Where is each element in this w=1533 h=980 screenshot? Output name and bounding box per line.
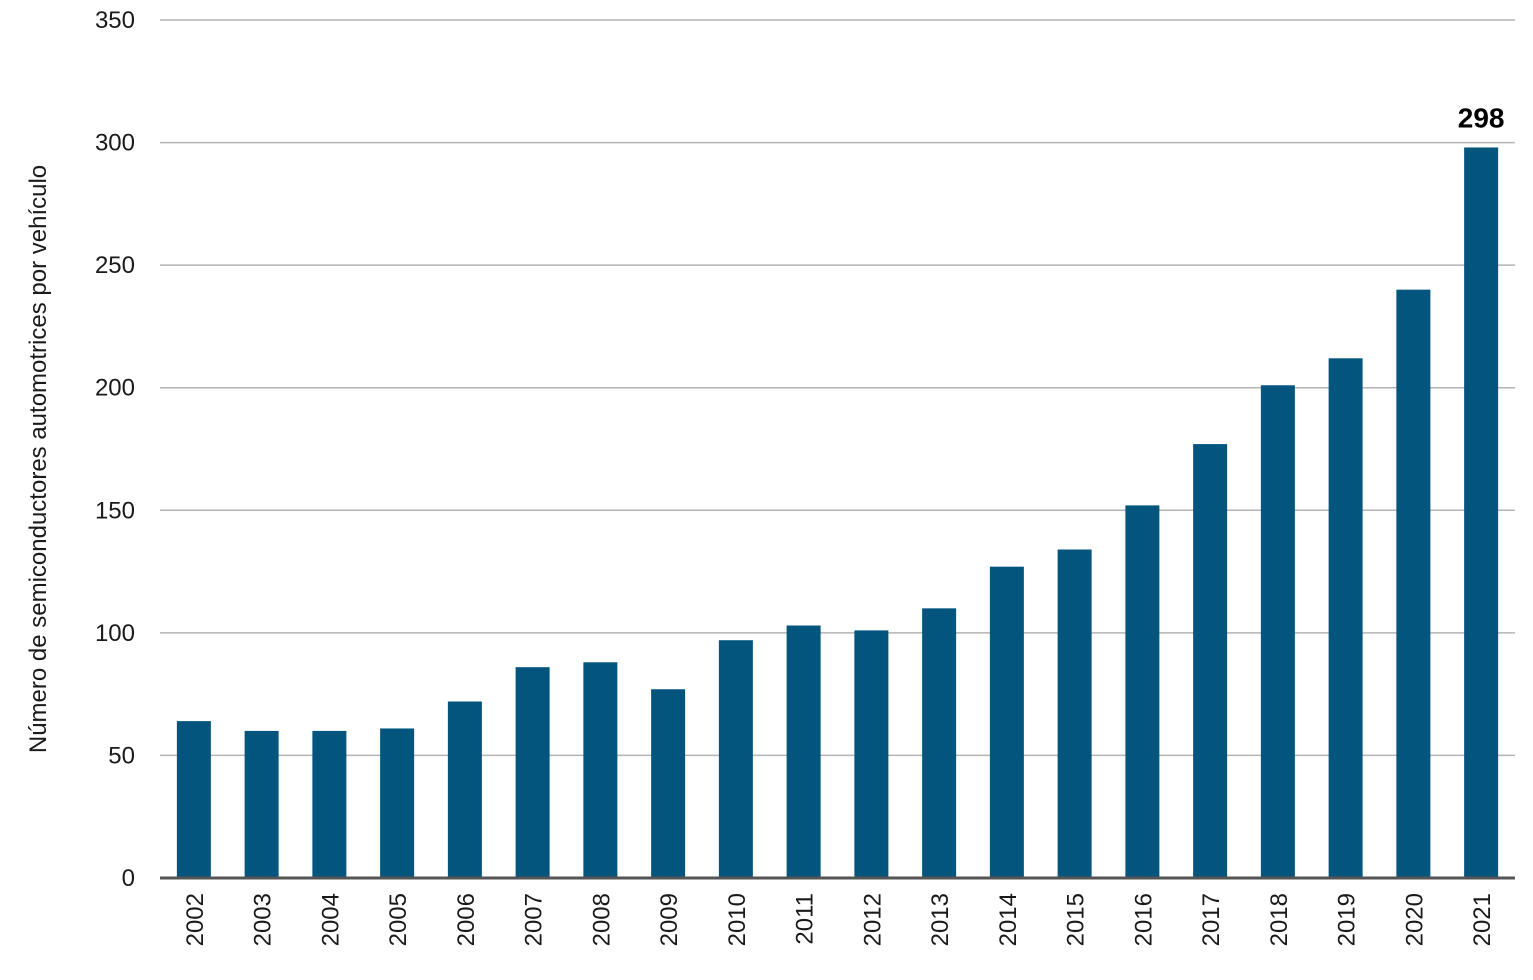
x-tick-label: 2014 [995, 893, 1022, 946]
x-tick-label: 2003 [250, 893, 277, 946]
y-tick-label: 300 [95, 130, 135, 157]
bar-2004 [312, 730, 347, 878]
bar-2011 [786, 625, 821, 878]
bars [176, 147, 1499, 879]
bar-2020 [1396, 289, 1431, 879]
bar-2019 [1328, 358, 1363, 879]
bar-2014 [989, 566, 1024, 878]
x-tick-label: 2015 [1063, 893, 1090, 946]
x-tick-label: 2010 [724, 893, 751, 946]
bar-2009 [651, 689, 686, 878]
x-tick-label: 2016 [1130, 893, 1157, 946]
y-tick-label: 0 [122, 865, 135, 892]
x-axis-ticks: 2002 2003 2004 2005 2006 2007 2008 2009 2010 2011… [182, 893, 1496, 946]
data-labels: 298 [1458, 102, 1505, 133]
bar-2021 [1464, 147, 1499, 878]
x-tick-label: 2013 [927, 893, 954, 946]
x-tick-label: 2021 [1469, 893, 1496, 946]
y-axis-ticks: 0 50 100 150 200 250 300 350 [95, 7, 135, 892]
x-tick-label: 2008 [588, 893, 615, 946]
bar-2002 [176, 721, 211, 878]
bar-2013 [922, 608, 957, 878]
gridlines [160, 19, 1515, 757]
x-tick-label: 2020 [1401, 893, 1428, 946]
bar-2017 [1193, 444, 1228, 878]
x-tick-label: 2005 [385, 893, 412, 946]
x-tick-label: 2011 [792, 893, 819, 945]
y-tick-label: 50 [108, 742, 135, 769]
x-tick-label: 2017 [1198, 893, 1225, 946]
x-tick-label: 2007 [521, 893, 548, 946]
x-tick-label: 2012 [859, 893, 886, 946]
bar-2003 [244, 730, 279, 878]
bar-2018 [1260, 385, 1295, 878]
x-tick-label: 2018 [1266, 893, 1293, 946]
bar-2008 [583, 662, 618, 878]
bar-2015 [1057, 549, 1092, 878]
y-tick-label: 250 [95, 252, 135, 279]
data-label: 298 [1458, 102, 1505, 133]
x-tick-label: 2019 [1334, 893, 1361, 946]
bar-2007 [515, 667, 550, 878]
y-tick-label: 150 [95, 497, 135, 524]
y-tick-label: 200 [95, 375, 135, 402]
bar-2006 [447, 701, 482, 878]
y-axis-title: Número de semiconductores automotrices p… [25, 165, 52, 753]
bar-2016 [1125, 505, 1160, 878]
bar-2010 [718, 640, 753, 878]
x-tick-label: 2009 [656, 893, 683, 946]
x-tick-label: 2006 [453, 893, 480, 946]
x-tick-label: 2002 [182, 893, 209, 946]
x-tick-label: 2004 [317, 893, 344, 946]
y-tick-label: 100 [95, 620, 135, 647]
bar-2005 [380, 728, 415, 878]
bar-2012 [854, 630, 889, 878]
y-tick-label: 350 [95, 7, 135, 34]
